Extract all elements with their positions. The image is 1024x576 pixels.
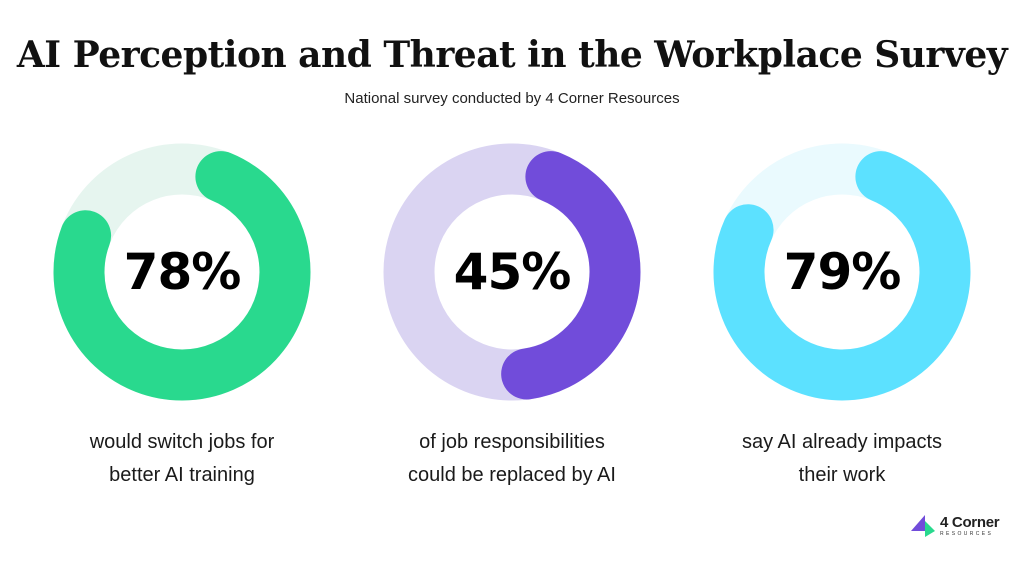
caption-2-line-2: could be replaced by AI: [408, 464, 616, 486]
page-subtitle: National survey conducted by 4 Corner Re…: [344, 90, 680, 107]
caption-2: of job responsibilities could be replace…: [362, 426, 662, 492]
donut-chart-2: 45%: [380, 140, 644, 404]
logo-name: 4 Corner: [940, 513, 1000, 531]
logo-mark-icon: [911, 515, 935, 537]
caption-3-line-2: their work: [798, 464, 886, 486]
caption-2-line-1: of job responsibilities: [419, 431, 605, 453]
percent-value-3: 79%: [783, 243, 902, 301]
donut-chart-3: 79%: [710, 140, 974, 404]
donut-arc-2: [501, 151, 641, 400]
company-logo: 4 Corner RESOURCES: [910, 513, 1000, 538]
caption-3-line-1: say AI already impacts: [741, 431, 943, 453]
caption-1: would switch jobs for better AI training: [32, 426, 332, 492]
percent-value-2: 45%: [453, 243, 572, 301]
donut-arc-3: [713, 151, 971, 401]
donut-svg-1: [53, 143, 311, 401]
donut-chart-1: 78%: [50, 140, 314, 404]
logo-purple-triangle: [911, 515, 925, 531]
caption-1-line-2: better AI training: [109, 464, 255, 486]
logo-green-triangle: [925, 521, 935, 537]
logo-tagline: RESOURCES: [940, 530, 994, 537]
donut-svg-2: [383, 143, 641, 401]
page-title: AI Perception and Threat in the Workplac…: [16, 34, 1008, 76]
caption-1-line-1: would switch jobs for: [89, 431, 275, 453]
caption-3: say AI already impacts their work: [692, 426, 992, 492]
donut-svg-3: [713, 143, 971, 401]
donut-arc-1: [53, 151, 311, 401]
percent-value-1: 78%: [123, 243, 242, 301]
